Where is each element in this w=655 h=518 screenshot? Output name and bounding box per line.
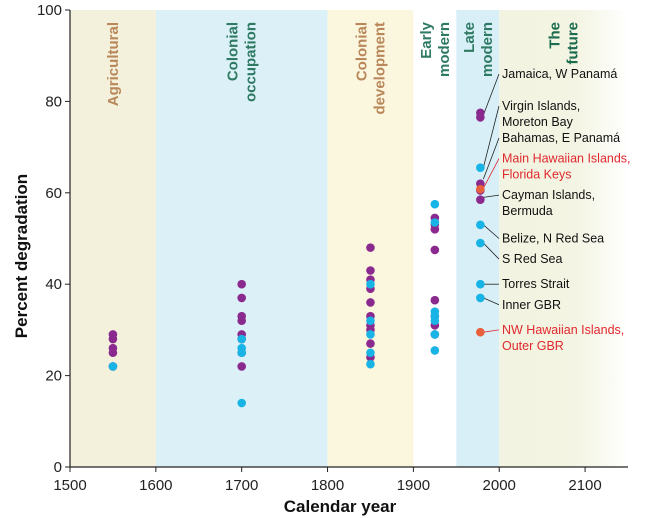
annotation-leader — [483, 224, 500, 239]
annotations: Jamaica, W Panamá Virgin Islands, Moreton … — [502, 67, 631, 353]
period-bands — [70, 10, 628, 467]
data-point-purple — [366, 298, 375, 307]
data-point-cyan — [366, 279, 375, 289]
x-tick-label: 2100 — [568, 477, 601, 494]
data-point-cyan — [430, 330, 440, 339]
data-points — [108, 108, 485, 408]
data-point-cyan — [366, 330, 375, 339]
data-point-cyan — [366, 359, 375, 369]
data-point-purple — [430, 295, 440, 305]
annotation-leader — [482, 105, 500, 168]
annotation-leader — [483, 242, 500, 260]
x-tick-label: 1800 — [311, 477, 344, 494]
y-axis-title: Percent degradation — [12, 174, 31, 338]
data-point-purple — [237, 279, 246, 289]
period-band-4 — [456, 10, 500, 467]
y-tick-label: 40 — [45, 276, 62, 293]
x-tick-label: 1600 — [139, 477, 172, 494]
x-tick-label: 1900 — [397, 477, 430, 494]
x-tick-label: 2000 — [483, 477, 516, 494]
data-point-purple — [108, 334, 118, 344]
data-point-purple — [108, 348, 118, 358]
period-label: development — [371, 22, 388, 115]
period-band-0 — [70, 10, 156, 467]
annotation-leader — [482, 137, 500, 180]
data-point-purple — [237, 293, 246, 303]
period-band-3 — [413, 10, 457, 467]
annotation-label: Bahamas, E Panamá — [502, 131, 620, 145]
period-label: Agricultural — [105, 22, 122, 106]
data-point-cyan — [237, 334, 246, 344]
period-label: modern — [436, 22, 453, 77]
period-label: Late — [461, 22, 478, 53]
annotation-leader — [483, 329, 500, 333]
period-band-5 — [499, 10, 628, 467]
data-point-cyan — [476, 293, 485, 303]
period-label: Early — [418, 21, 435, 58]
data-point-purple — [476, 195, 485, 204]
annotation-label: Jamaica, W Panamá — [502, 67, 617, 81]
data-point-cyan — [366, 348, 375, 358]
x-tick-label: 1500 — [53, 477, 86, 494]
period-label: future — [565, 22, 582, 65]
y-tick-label: 100 — [37, 2, 62, 19]
data-point-cyan — [476, 163, 485, 172]
period-label: occupation — [243, 22, 260, 102]
data-point-cyan — [430, 316, 440, 326]
data-point-purple — [366, 266, 375, 275]
period-label: modern — [479, 22, 496, 77]
axes: 1500 1600 1700 1800 1900 2000 2100 0 20 40 60 80 100 — [37, 2, 628, 494]
data-point-cyan — [476, 279, 485, 289]
period-band-1 — [155, 10, 328, 467]
annotation-leader — [483, 297, 500, 306]
data-point-purple — [476, 113, 485, 122]
data-point-cyan — [108, 362, 118, 371]
data-point-cyan — [476, 220, 485, 230]
data-point-orange — [476, 327, 485, 337]
period-label: The — [547, 22, 564, 49]
annotation-label: Belize, N Red Sea — [502, 232, 604, 246]
y-tick-label: 60 — [45, 185, 62, 202]
annotation-leader — [482, 158, 500, 189]
data-point-cyan — [430, 346, 440, 355]
data-point-orange — [476, 184, 485, 194]
data-point-cyan — [366, 316, 375, 326]
x-axis-title: Calendar year — [284, 497, 397, 516]
annotation-label: Main Hawaiian Islands, Florida Keys — [502, 152, 631, 182]
annotation-label: Virgin Islands, Moreton Bay — [502, 99, 580, 129]
annotation-leader — [483, 194, 500, 198]
period-band-2 — [327, 10, 414, 467]
annotation-label: S Red Sea — [502, 252, 563, 266]
data-point-purple — [366, 339, 375, 348]
data-point-purple — [430, 245, 440, 255]
annotation-label: Inner GBR — [502, 298, 561, 312]
y-tick-label: 20 — [45, 368, 62, 385]
annotation-leaders — [482, 73, 500, 333]
data-point-purple — [237, 316, 246, 326]
data-point-cyan — [237, 398, 246, 408]
data-point-purple — [237, 362, 246, 371]
y-tick-label: 80 — [45, 93, 62, 110]
period-labels: Agricultural Colonial occupation Colonial de… — [105, 21, 582, 114]
annotation-label: Cayman Islands, Bermuda — [502, 188, 595, 218]
data-point-cyan — [237, 348, 246, 358]
period-label: Colonial — [225, 22, 242, 81]
annotation-label: Torres Strait — [502, 277, 570, 291]
data-point-purple — [366, 243, 375, 252]
x-tick-label: 1700 — [225, 477, 258, 494]
annotation-label: NW Hawaiian Islands, Outer GBR — [502, 323, 624, 353]
period-label: Colonial — [353, 22, 370, 81]
data-point-cyan — [430, 199, 440, 209]
data-point-cyan — [476, 238, 485, 248]
data-point-cyan — [430, 218, 440, 227]
annotation-leader — [482, 73, 500, 116]
y-tick-label: 0 — [54, 459, 62, 476]
data-point-purple — [430, 225, 440, 234]
